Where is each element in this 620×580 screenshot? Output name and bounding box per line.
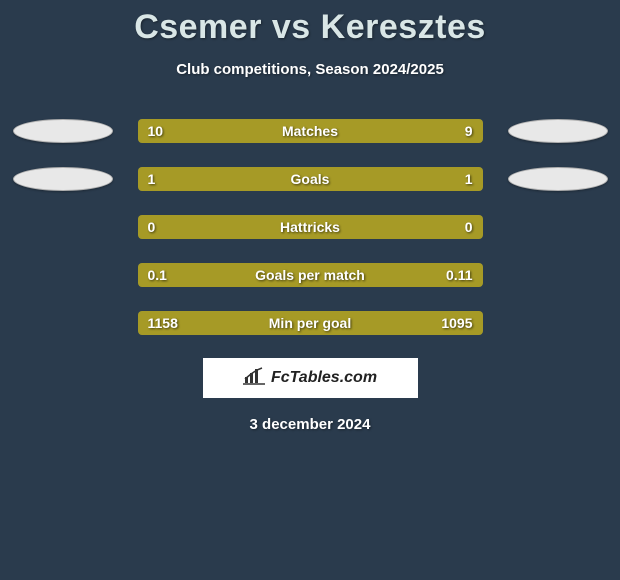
player-left-placeholder-icon: [8, 166, 118, 192]
ellipse-icon: [508, 119, 608, 143]
stat-bar: 0 0 Hattricks: [138, 215, 483, 239]
subtitle: Club competitions, Season 2024/2025: [0, 61, 620, 78]
stat-bar: 1 1 Goals: [138, 167, 483, 191]
stat-value-right: 9: [465, 123, 473, 139]
spacer: [503, 310, 613, 336]
stat-value-right: 0.11: [446, 267, 472, 283]
stat-value-left: 1158: [148, 315, 178, 331]
spacer: [503, 262, 613, 288]
spacer: [8, 310, 118, 336]
stat-row: 0 0 Hattricks: [0, 214, 620, 240]
bar-chart-icon: [243, 367, 265, 390]
stat-bar-right-fill: [319, 119, 483, 143]
page-title: Csemer vs Keresztes: [0, 0, 620, 47]
ellipse-icon: [13, 167, 113, 191]
stat-row: 1 1 Goals: [0, 166, 620, 192]
brand-box[interactable]: FcTables.com: [203, 358, 418, 398]
player-right-placeholder-icon: [503, 118, 613, 144]
player-right-placeholder-icon: [503, 166, 613, 192]
stat-label: Goals: [291, 171, 330, 187]
player-left-placeholder-icon: [8, 118, 118, 144]
stat-value-right: 1: [465, 171, 473, 187]
stats-container: 10 9 Matches 1 1 Goals 0 0 Hattricks 0.1 0.11 Goals…: [0, 118, 620, 336]
stat-bar: 1158 1095 Min per goal: [138, 311, 483, 335]
stat-label: Matches: [282, 123, 338, 139]
stat-value-left: 0.1: [148, 267, 167, 283]
spacer: [8, 262, 118, 288]
ellipse-icon: [13, 119, 113, 143]
brand-label: FcTables.com: [271, 369, 377, 387]
stat-row: 1158 1095 Min per goal: [0, 310, 620, 336]
stat-value-left: 10: [148, 123, 164, 139]
stat-bar: 0.1 0.11 Goals per match: [138, 263, 483, 287]
stat-bar: 10 9 Matches: [138, 119, 483, 143]
stat-label: Goals per match: [255, 267, 365, 283]
stat-label: Min per goal: [269, 315, 351, 331]
stat-label: Hattricks: [280, 219, 340, 235]
stat-value-left: 0: [148, 219, 156, 235]
spacer: [503, 214, 613, 240]
ellipse-icon: [508, 167, 608, 191]
stat-value-left: 1: [148, 171, 156, 187]
stat-bar-right-fill: [310, 167, 483, 191]
stat-row: 10 9 Matches: [0, 118, 620, 144]
stat-row: 0.1 0.11 Goals per match: [0, 262, 620, 288]
stat-bar-left-fill: [138, 167, 311, 191]
stat-value-right: 0: [465, 219, 473, 235]
spacer: [8, 214, 118, 240]
stat-value-right: 1095: [441, 315, 472, 331]
date-label: 3 december 2024: [0, 416, 620, 433]
